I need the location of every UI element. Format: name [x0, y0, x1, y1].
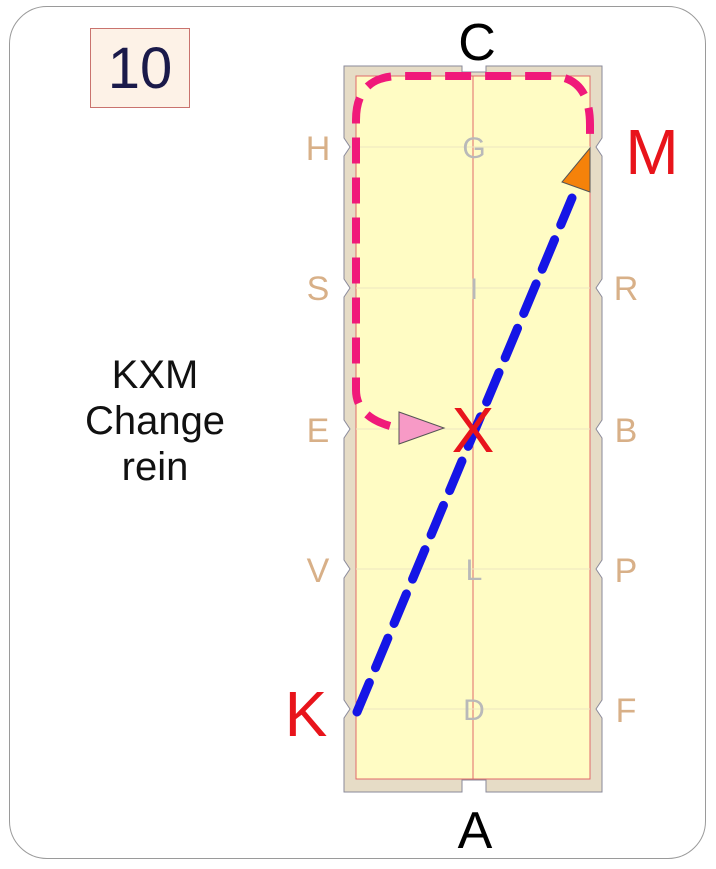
- letter-right-4: F: [616, 692, 637, 730]
- letter-right-1: R: [614, 270, 639, 308]
- letter-center-3: L: [466, 554, 483, 587]
- pink-track: [352, 72, 594, 430]
- letter-m-highlight: M: [625, 116, 678, 188]
- letter-k-highlight: K: [285, 678, 328, 750]
- letter-x-highlight: X: [452, 394, 495, 466]
- marker-lines: [356, 146, 590, 710]
- letter-bottom: A: [458, 802, 493, 860]
- caption-line-2: Change: [84, 399, 226, 443]
- letter-center-2: I: [470, 273, 478, 306]
- caption-line-3: rein: [121, 445, 189, 489]
- letter-center-1: G: [462, 132, 485, 165]
- pink-arrow: [398, 411, 446, 445]
- blue-diagonal-track: [352, 193, 577, 717]
- test-number-box: 10: [90, 28, 190, 108]
- letter-left-4: V: [307, 552, 330, 590]
- letter-left-2: S: [307, 270, 330, 308]
- movement-caption: KXM Change rein: [55, 352, 255, 490]
- letter-left-3: E: [307, 412, 330, 450]
- letter-top: C: [458, 14, 496, 72]
- letter-right-3: P: [615, 552, 638, 590]
- caption-line-1: KXM: [111, 353, 199, 397]
- letter-center-4: D: [463, 694, 485, 727]
- orange-arrow: [561, 146, 591, 193]
- test-number: 10: [107, 35, 173, 101]
- letter-left-1: H: [306, 130, 331, 168]
- letter-right-2: B: [615, 412, 638, 450]
